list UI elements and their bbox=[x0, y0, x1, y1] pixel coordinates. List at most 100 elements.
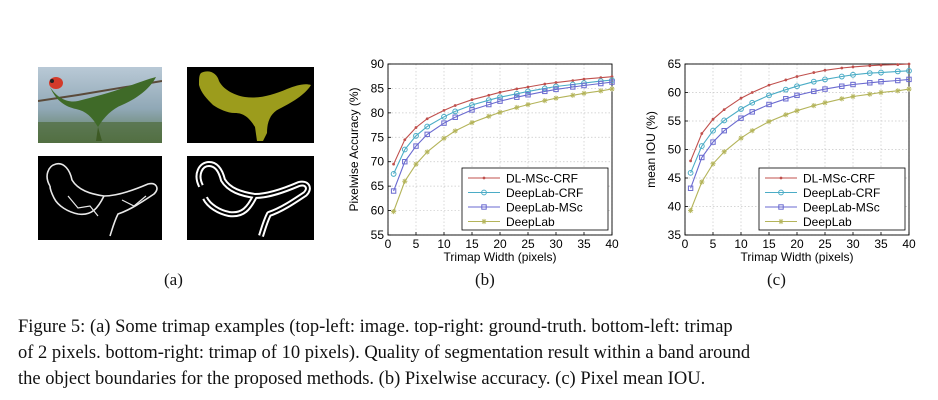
series-line-deeplab-msc bbox=[393, 81, 613, 192]
y-tick-label: 60 bbox=[371, 204, 385, 218]
x-axis-label: Trimap Width (pixels) bbox=[444, 250, 557, 264]
data-point-dl-msc-crf bbox=[851, 65, 855, 69]
data-point-dl-msc-crf bbox=[784, 78, 788, 82]
chart-mean-iou: 0 5 10 15 20 25 30 35 40 35 40 45 50 55 60 65 Trimap Wid… bbox=[644, 57, 916, 264]
caption-line: the object boundaries for the proposed m… bbox=[18, 369, 706, 389]
data-point-dl-msc-crf bbox=[722, 108, 726, 111]
data-point-deeplab-crf bbox=[413, 132, 419, 139]
data-point-deeplab-msc bbox=[822, 86, 828, 92]
data-point-deeplab-crf bbox=[513, 90, 520, 97]
data-point-deeplab-crf bbox=[766, 92, 772, 99]
y-tick-label: 60 bbox=[668, 86, 682, 100]
data-point-dl-msc-crf bbox=[689, 159, 692, 163]
data-point-deeplab-msc bbox=[525, 92, 531, 98]
data-point-deeplab-msc bbox=[452, 114, 458, 120]
data-point-deeplab bbox=[542, 98, 548, 104]
data-point-deeplab bbox=[598, 88, 604, 94]
data-point-deeplab-crf bbox=[424, 123, 431, 130]
data-point-deeplab-msc bbox=[867, 80, 873, 86]
legend-entry: DeepLab bbox=[803, 215, 852, 229]
x-tick-label: 40 bbox=[605, 237, 619, 251]
data-point-deeplab bbox=[850, 93, 856, 100]
data-point-deeplab-crf bbox=[525, 88, 531, 95]
data-point-deeplab-msc bbox=[794, 92, 800, 99]
data-point-dl-msc-crf bbox=[442, 109, 446, 112]
x-tick-label: 5 bbox=[413, 237, 420, 251]
data-point-dl-msc-crf bbox=[453, 104, 457, 107]
data-point-deeplab-msc bbox=[783, 96, 789, 102]
x-tick-label: 40 bbox=[902, 237, 916, 251]
x-tick-label: 15 bbox=[465, 237, 479, 251]
y-tick-label: 70 bbox=[371, 155, 385, 169]
x-tick-label: 25 bbox=[818, 237, 832, 251]
y-tick-label: 45 bbox=[668, 171, 682, 185]
x-tick-label: 0 bbox=[682, 237, 689, 251]
y-tick-label: 80 bbox=[371, 106, 385, 120]
data-point-deeplab-msc bbox=[469, 107, 475, 113]
data-point-deeplab bbox=[878, 89, 884, 96]
data-point-deeplab-msc bbox=[811, 88, 817, 95]
x-tick-label: 30 bbox=[549, 237, 563, 251]
legend-marker bbox=[778, 218, 784, 225]
data-point-deeplab bbox=[402, 178, 408, 184]
data-point-dl-msc-crf bbox=[487, 93, 491, 97]
x-tick-label: 10 bbox=[437, 237, 451, 251]
data-point-dl-msc-crf bbox=[700, 132, 704, 135]
data-point-deeplab-crf bbox=[906, 67, 912, 74]
data-point-deeplab-msc bbox=[721, 127, 727, 134]
data-point-deeplab bbox=[839, 96, 845, 102]
data-point-deeplab bbox=[452, 128, 458, 134]
x-tick-label: 30 bbox=[846, 237, 860, 251]
data-point-dl-msc-crf bbox=[711, 117, 715, 121]
data-point-deeplab-msc bbox=[710, 139, 716, 145]
data-point-deeplab-crf bbox=[878, 69, 884, 76]
data-point-deeplab bbox=[581, 90, 587, 96]
data-point-deeplab-msc bbox=[906, 76, 912, 83]
legend-marker bbox=[481, 204, 487, 210]
data-point-deeplab-msc bbox=[738, 115, 744, 121]
data-point-dl-msc-crf bbox=[515, 87, 519, 91]
data-point-dl-msc-crf bbox=[907, 62, 911, 66]
panel-label-c: (c) bbox=[767, 270, 786, 289]
data-point-deeplab-msc bbox=[687, 185, 694, 191]
data-point-deeplab bbox=[497, 109, 503, 115]
x-tick-label: 5 bbox=[710, 237, 717, 251]
data-point-dl-msc-crf bbox=[582, 77, 586, 81]
data-point-deeplab bbox=[553, 95, 559, 101]
y-tick-label: 75 bbox=[371, 130, 385, 144]
legend-marker bbox=[481, 189, 487, 196]
data-point-deeplab-msc bbox=[598, 80, 604, 87]
data-point-dl-msc-crf bbox=[392, 162, 395, 166]
data-point-dl-msc-crf bbox=[543, 82, 547, 86]
legend-marker bbox=[778, 189, 784, 196]
data-point-deeplab-crf bbox=[866, 70, 873, 77]
data-point-deeplab bbox=[570, 92, 576, 98]
data-point-deeplab-crf bbox=[710, 127, 716, 134]
series-line-deeplab-crf bbox=[393, 79, 613, 175]
data-point-dl-msc-crf bbox=[868, 64, 872, 68]
panel-label-a: (a) bbox=[164, 270, 183, 289]
trimap-image-2px bbox=[38, 156, 162, 240]
legend-marker bbox=[778, 204, 784, 210]
caption-line: of 2 pixels. bottom-right: trimap of 10 … bbox=[18, 343, 751, 363]
legend-entry: DL-MSc-CRF bbox=[803, 172, 875, 186]
data-point-deeplab bbox=[469, 120, 475, 126]
data-point-deeplab-msc bbox=[402, 159, 408, 165]
data-point-deeplab-msc bbox=[413, 143, 419, 149]
data-point-deeplab-crf bbox=[749, 99, 756, 106]
data-point-deeplab-msc bbox=[553, 86, 559, 93]
data-point-deeplab-crf bbox=[497, 94, 503, 101]
legend-marker bbox=[779, 176, 783, 180]
x-tick-label: 20 bbox=[493, 237, 507, 251]
data-point-deeplab bbox=[514, 104, 520, 111]
data-point-deeplab-crf bbox=[894, 68, 901, 75]
legend-marker bbox=[482, 176, 486, 180]
y-axis-label: Pixelwise Accuracy (%) bbox=[347, 87, 361, 211]
data-point-deeplab bbox=[441, 135, 447, 141]
y-tick-label: 55 bbox=[668, 114, 682, 128]
data-point-deeplab-msc bbox=[699, 154, 705, 161]
data-point-dl-msc-crf bbox=[425, 117, 429, 121]
chart-pixelwise-accuracy: 0 5 10 15 20 25 30 35 40 55 60 65 70 75 80 85 90 Trimap W… bbox=[347, 57, 619, 264]
data-point-dl-msc-crf bbox=[470, 98, 474, 102]
data-point-deeplab-msc bbox=[895, 77, 901, 84]
